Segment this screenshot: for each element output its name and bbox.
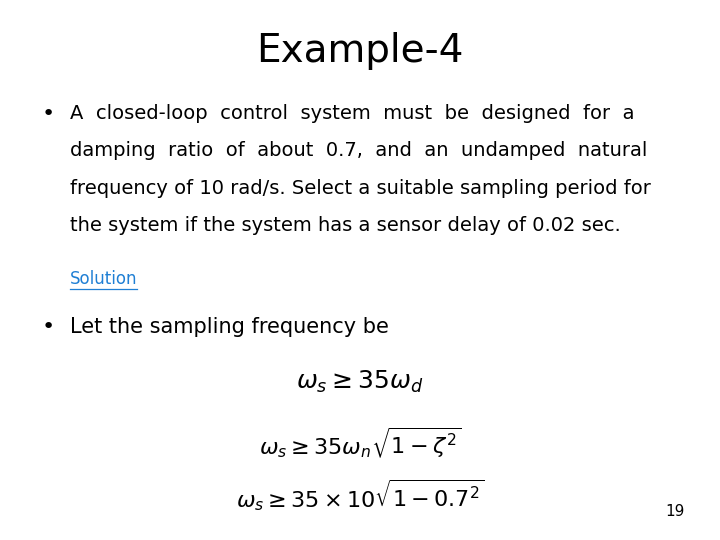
Text: Example-4: Example-4 (256, 31, 464, 70)
Text: Let the sampling frequency be: Let the sampling frequency be (70, 316, 389, 336)
Text: $\omega_s \geq 35\omega_n\sqrt{1-\zeta^2}$: $\omega_s \geq 35\omega_n\sqrt{1-\zeta^2… (259, 426, 461, 460)
Text: the system if the system has a sensor delay of 0.02 sec.: the system if the system has a sensor de… (70, 216, 621, 235)
Text: 19: 19 (665, 504, 685, 519)
Text: Solution: Solution (70, 270, 138, 288)
Text: •: • (42, 316, 55, 336)
Text: •: • (42, 104, 55, 124)
Text: A  closed-loop  control  system  must  be  designed  for  a: A closed-loop control system must be des… (70, 104, 634, 123)
Text: damping  ratio  of  about  0.7,  and  an  undamped  natural: damping ratio of about 0.7, and an undam… (70, 141, 647, 160)
Text: $\omega_s \geq 35 \times 10\sqrt{1-0.7^2}$: $\omega_s \geq 35 \times 10\sqrt{1-0.7^2… (235, 477, 485, 514)
Text: frequency of 10 rad/s. Select a suitable sampling period for: frequency of 10 rad/s. Select a suitable… (70, 179, 651, 198)
Text: $\omega_s \geq 35\omega_d$: $\omega_s \geq 35\omega_d$ (297, 368, 423, 395)
